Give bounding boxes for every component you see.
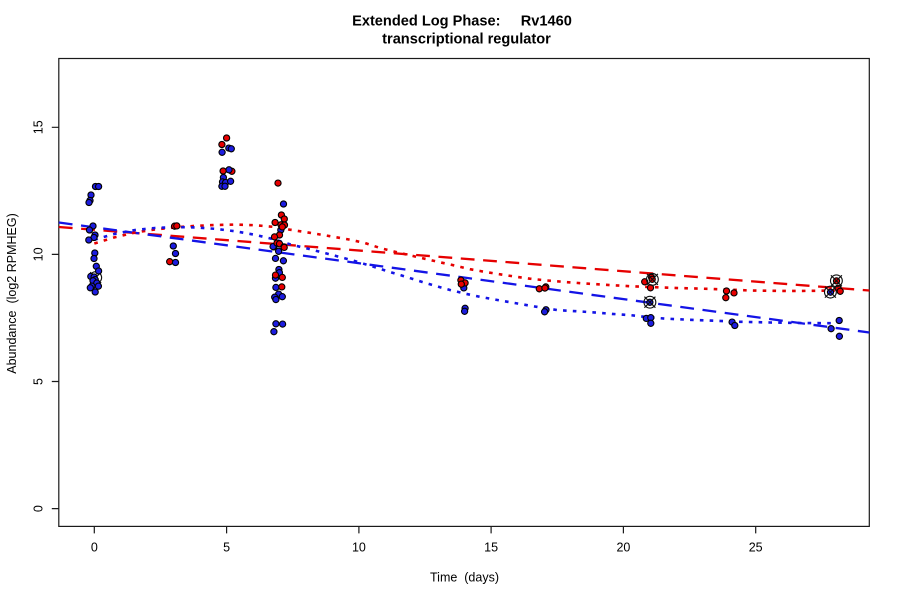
svg-text:0: 0 bbox=[32, 505, 46, 512]
svg-text:5: 5 bbox=[32, 378, 46, 385]
svg-text:20: 20 bbox=[616, 541, 630, 555]
svg-text:Extended Log Phase: Rv1460: Extended Log Phase: Rv1460 bbox=[352, 14, 572, 30]
svg-text:5: 5 bbox=[223, 541, 230, 555]
svg-text:25: 25 bbox=[749, 541, 763, 555]
svg-text:Time (days): Time (days) bbox=[430, 570, 499, 584]
svg-text:0: 0 bbox=[91, 541, 98, 555]
svg-text:15: 15 bbox=[484, 541, 498, 555]
svg-text:10: 10 bbox=[352, 541, 366, 555]
svg-text:transcriptional regulator: transcriptional regulator bbox=[382, 31, 551, 47]
svg-text:10: 10 bbox=[32, 247, 46, 261]
svg-text:15: 15 bbox=[32, 120, 46, 134]
svg-text:Abundance (log2 RPMHEG): Abundance (log2 RPMHEG) bbox=[5, 213, 19, 374]
